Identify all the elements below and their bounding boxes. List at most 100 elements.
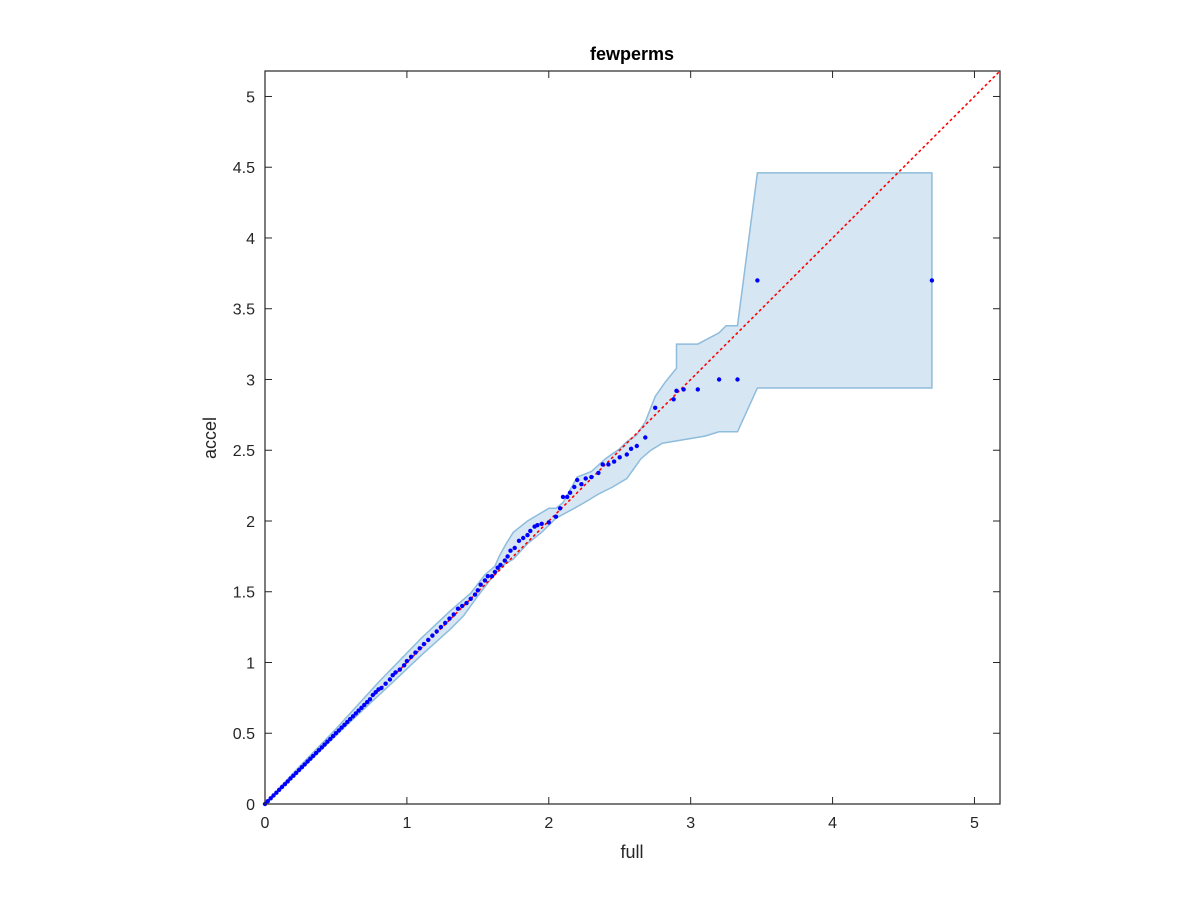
y-axis-label: accel xyxy=(200,417,220,459)
data-point xyxy=(268,796,273,801)
data-point xyxy=(345,719,350,725)
data-point xyxy=(681,387,686,392)
reference-line-group xyxy=(264,70,1001,805)
data-point xyxy=(512,545,517,551)
data-point xyxy=(367,697,373,702)
data-point xyxy=(282,782,288,787)
data-point xyxy=(628,446,634,451)
y-tick-label: 5 xyxy=(246,89,255,106)
data-point xyxy=(674,388,679,393)
data-point xyxy=(285,779,290,784)
data-point xyxy=(451,612,456,617)
data-point xyxy=(505,554,510,559)
data-point xyxy=(653,405,658,410)
data-point xyxy=(430,633,435,638)
plot-area xyxy=(262,70,1001,807)
data-point xyxy=(417,646,422,651)
y-tick-label: 0.5 xyxy=(233,726,255,743)
data-point xyxy=(336,728,341,733)
data-point xyxy=(387,677,393,682)
data-point xyxy=(288,776,293,781)
data-point xyxy=(271,793,276,798)
data-point xyxy=(379,685,384,691)
data-point xyxy=(716,377,722,382)
data-point xyxy=(322,742,327,747)
axes-frame xyxy=(264,70,1001,805)
data-point xyxy=(502,558,507,563)
data-point xyxy=(383,681,388,686)
data-point xyxy=(353,711,358,716)
data-point xyxy=(929,278,935,283)
data-point xyxy=(468,596,473,601)
data-point xyxy=(413,650,418,655)
data-point xyxy=(438,624,444,630)
data-point xyxy=(617,455,622,460)
data-point xyxy=(299,765,305,770)
x-tick-label: 3 xyxy=(686,815,695,832)
chart-title: fewperms xyxy=(590,44,674,64)
data-point xyxy=(408,654,414,659)
data-point xyxy=(350,714,356,719)
data-point xyxy=(434,629,439,634)
data-point xyxy=(277,787,282,792)
data-point xyxy=(579,482,584,487)
confidence-band xyxy=(264,172,933,805)
x-tick-label: 5 xyxy=(970,815,979,832)
x-tick-label: 0 xyxy=(261,815,270,832)
data-point xyxy=(624,452,629,457)
data-point xyxy=(342,722,347,727)
data-point xyxy=(265,799,270,804)
data-point xyxy=(359,705,364,710)
data-point xyxy=(393,670,398,675)
data-point xyxy=(347,716,353,722)
data-point xyxy=(455,606,461,611)
data-point xyxy=(539,521,544,526)
data-point xyxy=(305,759,310,764)
data-point xyxy=(606,462,611,467)
reference-line xyxy=(264,70,1001,805)
data-point xyxy=(316,748,322,753)
data-point xyxy=(498,562,503,568)
y-tick-label: 1.5 xyxy=(233,585,255,602)
data-point xyxy=(535,523,540,528)
data-point xyxy=(755,278,760,283)
data-point xyxy=(325,739,330,744)
data-point xyxy=(302,762,307,767)
data-point xyxy=(421,641,427,647)
data-point xyxy=(330,733,336,739)
data-point xyxy=(447,616,452,621)
data-point xyxy=(311,753,316,759)
data-point xyxy=(516,538,522,543)
data-point xyxy=(365,699,370,705)
x-tick-label: 1 xyxy=(402,815,411,832)
data-point xyxy=(495,565,500,570)
data-point xyxy=(404,658,410,664)
data-point xyxy=(356,708,361,713)
data-point xyxy=(296,767,302,773)
data-point xyxy=(489,574,495,579)
data-point xyxy=(565,494,570,500)
y-tick-label: 4.5 xyxy=(233,160,255,177)
data-point xyxy=(274,790,279,795)
data-point xyxy=(294,770,299,776)
data-point xyxy=(339,725,344,730)
data-point xyxy=(528,528,533,534)
data-point xyxy=(611,459,617,464)
data-point xyxy=(525,532,530,538)
data-point xyxy=(546,520,551,525)
x-tick-label: 2 xyxy=(544,815,553,832)
data-point xyxy=(460,603,465,609)
data-point xyxy=(695,387,700,392)
y-tick-label: 3.5 xyxy=(233,302,255,319)
y-tick-label: 3 xyxy=(246,372,255,389)
y-axis-ticks: 0 0.5 1 1.5 2 2.5 3 3.5 4 4.5 5 xyxy=(233,89,1000,814)
data-point xyxy=(475,588,480,593)
data-point xyxy=(508,548,513,553)
data-point xyxy=(390,673,395,678)
y-tick-label: 1 xyxy=(246,655,255,672)
y-tick-label: 4 xyxy=(246,231,255,248)
data-point xyxy=(671,397,676,402)
data-point xyxy=(328,736,333,742)
data-point xyxy=(373,690,378,695)
